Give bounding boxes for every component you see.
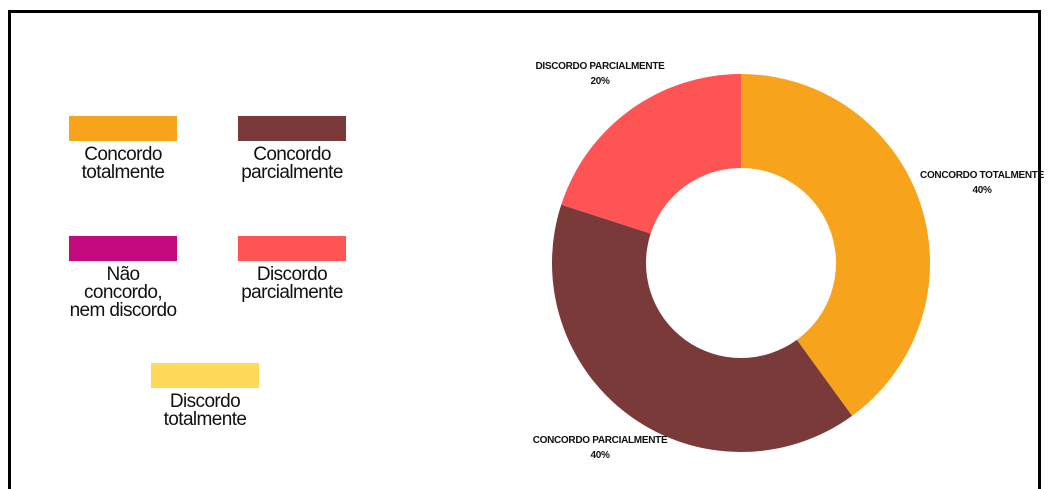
legend-swatch (238, 236, 346, 261)
slice-category-label: CONCORDO TOTALMENTE (920, 170, 1045, 181)
legend-swatch (69, 116, 177, 141)
slice-percent-label: 40% (972, 185, 992, 196)
slice-percent-label: 20% (590, 76, 610, 87)
legend-item-discordo-parcialmente: Discordo parcialmente (237, 236, 347, 302)
legend-label: Discordo totalmente (163, 391, 247, 430)
slice-category-label: DISCORDO PARCIALMENTE (535, 61, 665, 72)
legend-label: Concordo parcialmente (241, 144, 343, 183)
donut-slices (552, 74, 930, 452)
legend-label: Não concordo, nem discordo (69, 264, 177, 321)
legend-item-nao-concordo-nem-discordo: Não concordo, nem discordo (68, 236, 178, 320)
slice-percent-label: 40% (590, 450, 610, 461)
slice-labels: CONCORDO TOTALMENTE 40% CONCORDO PARCIALME… (533, 61, 1045, 461)
legend-item-discordo-totalmente: Discordo totalmente (150, 363, 260, 429)
legend-item-concordo-parcialmente: Concordo parcialmente (237, 116, 347, 182)
legend-swatch (151, 363, 259, 388)
slice-category-label: CONCORDO PARCIALMENTE (533, 435, 668, 446)
legend-item-concordo-totalmente: Concordo totalmente (68, 116, 178, 182)
legend-swatch (69, 236, 177, 261)
donut-slice-discordo-parcialmente (561, 74, 741, 234)
legend-label: Concordo totalmente (81, 144, 165, 183)
donut-chart: CONCORDO TOTALMENTE 40% CONCORDO PARCIALME… (533, 61, 1045, 461)
donut-slice-concordo-totalmente (741, 74, 930, 416)
legend-label: Discordo parcialmente (241, 264, 343, 303)
legend-swatch (238, 116, 346, 141)
donut-slice-concordo-parcialmente (552, 204, 853, 452)
